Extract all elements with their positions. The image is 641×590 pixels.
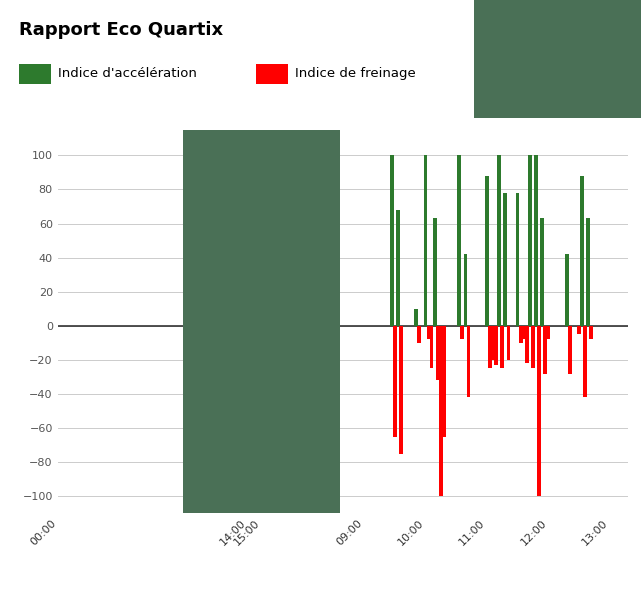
- Bar: [436, 326, 440, 381]
- Bar: [463, 254, 467, 326]
- Bar: [525, 326, 529, 363]
- Bar: [506, 326, 510, 360]
- Bar: [460, 326, 464, 339]
- Bar: [577, 326, 581, 335]
- Bar: [580, 176, 584, 326]
- Bar: [485, 176, 488, 326]
- Bar: [390, 155, 394, 326]
- Bar: [433, 218, 437, 326]
- Bar: [247, 326, 248, 335]
- Bar: [494, 326, 498, 365]
- Bar: [252, 321, 253, 326]
- Bar: [516, 193, 519, 326]
- Bar: [256, 326, 257, 442]
- Bar: [417, 326, 421, 343]
- Bar: [246, 319, 247, 326]
- Bar: [396, 210, 400, 326]
- Bar: [565, 254, 569, 326]
- Bar: [393, 326, 397, 437]
- Bar: [531, 326, 535, 368]
- Bar: [540, 218, 544, 326]
- Bar: [399, 326, 403, 454]
- Bar: [488, 326, 492, 368]
- Bar: [414, 309, 418, 326]
- Bar: [544, 326, 547, 373]
- Bar: [501, 326, 504, 368]
- Bar: [537, 326, 541, 496]
- Bar: [424, 155, 428, 326]
- Bar: [590, 326, 593, 339]
- Bar: [583, 326, 587, 398]
- Text: Indice d'accélération: Indice d'accélération: [58, 67, 197, 80]
- Bar: [519, 326, 522, 343]
- Bar: [442, 326, 445, 437]
- Bar: [547, 326, 550, 339]
- Bar: [427, 326, 430, 339]
- Bar: [491, 326, 495, 360]
- Text: Indice de freinage: Indice de freinage: [295, 67, 415, 80]
- Bar: [257, 322, 258, 326]
- Bar: [439, 326, 443, 496]
- Bar: [253, 326, 254, 363]
- Bar: [458, 155, 461, 326]
- Bar: [528, 155, 532, 326]
- Bar: [467, 326, 470, 398]
- Bar: [254, 326, 255, 352]
- Bar: [254, 291, 255, 326]
- Bar: [534, 155, 538, 326]
- Bar: [522, 326, 526, 339]
- Bar: [568, 326, 572, 373]
- Bar: [255, 326, 256, 356]
- Bar: [497, 155, 501, 326]
- Text: Rapport Eco Quartix: Rapport Eco Quartix: [19, 21, 223, 39]
- Bar: [429, 326, 433, 368]
- Bar: [503, 193, 507, 326]
- Bar: [587, 218, 590, 326]
